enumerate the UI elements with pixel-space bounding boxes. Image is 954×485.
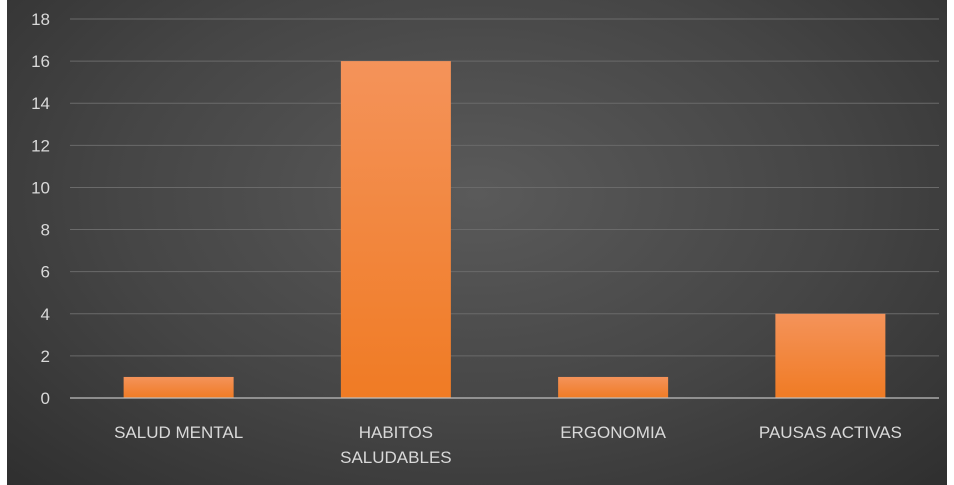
y-tick-label: 6: [41, 263, 50, 282]
x-tick-label: ERGONOMIA: [560, 423, 666, 442]
y-tick-label: 8: [41, 221, 50, 240]
y-tick-label: 2: [41, 347, 50, 366]
x-tick-label: SALUD MENTAL: [114, 423, 243, 442]
bar: [558, 376, 669, 398]
x-axis-labels: SALUD MENTAL HABITOS SALUDABLES ERGONOMIA PA…: [114, 423, 902, 467]
gridlines: [70, 18, 939, 357]
y-tick-label: 18: [31, 10, 50, 29]
y-tick-label: 12: [31, 136, 50, 155]
y-tick-label: 0: [41, 389, 50, 408]
y-tick-label: 10: [31, 178, 50, 197]
y-tick-label: 4: [41, 305, 50, 324]
x-tick-label: PAUSAS ACTIVAS: [759, 423, 902, 442]
bar: [123, 376, 234, 398]
bar: [340, 61, 451, 398]
bars: [123, 61, 886, 398]
x-tick-label: HABITOS SALUDABLES: [340, 423, 452, 467]
chart-area: 0 2 4 6 8 10 12 14 16 18 SALUD MENTAL HABITOS SALUD…: [7, 0, 947, 485]
y-tick-label: 16: [31, 52, 50, 71]
y-tick-label: 14: [31, 94, 50, 113]
y-axis-ticks: 0 2 4 6 8 10 12 14 16 18: [31, 10, 50, 408]
bar: [775, 313, 886, 398]
bar-chart: 0 2 4 6 8 10 12 14 16 18 SALUD MENTAL HABITOS SALUD…: [31, 10, 939, 467]
